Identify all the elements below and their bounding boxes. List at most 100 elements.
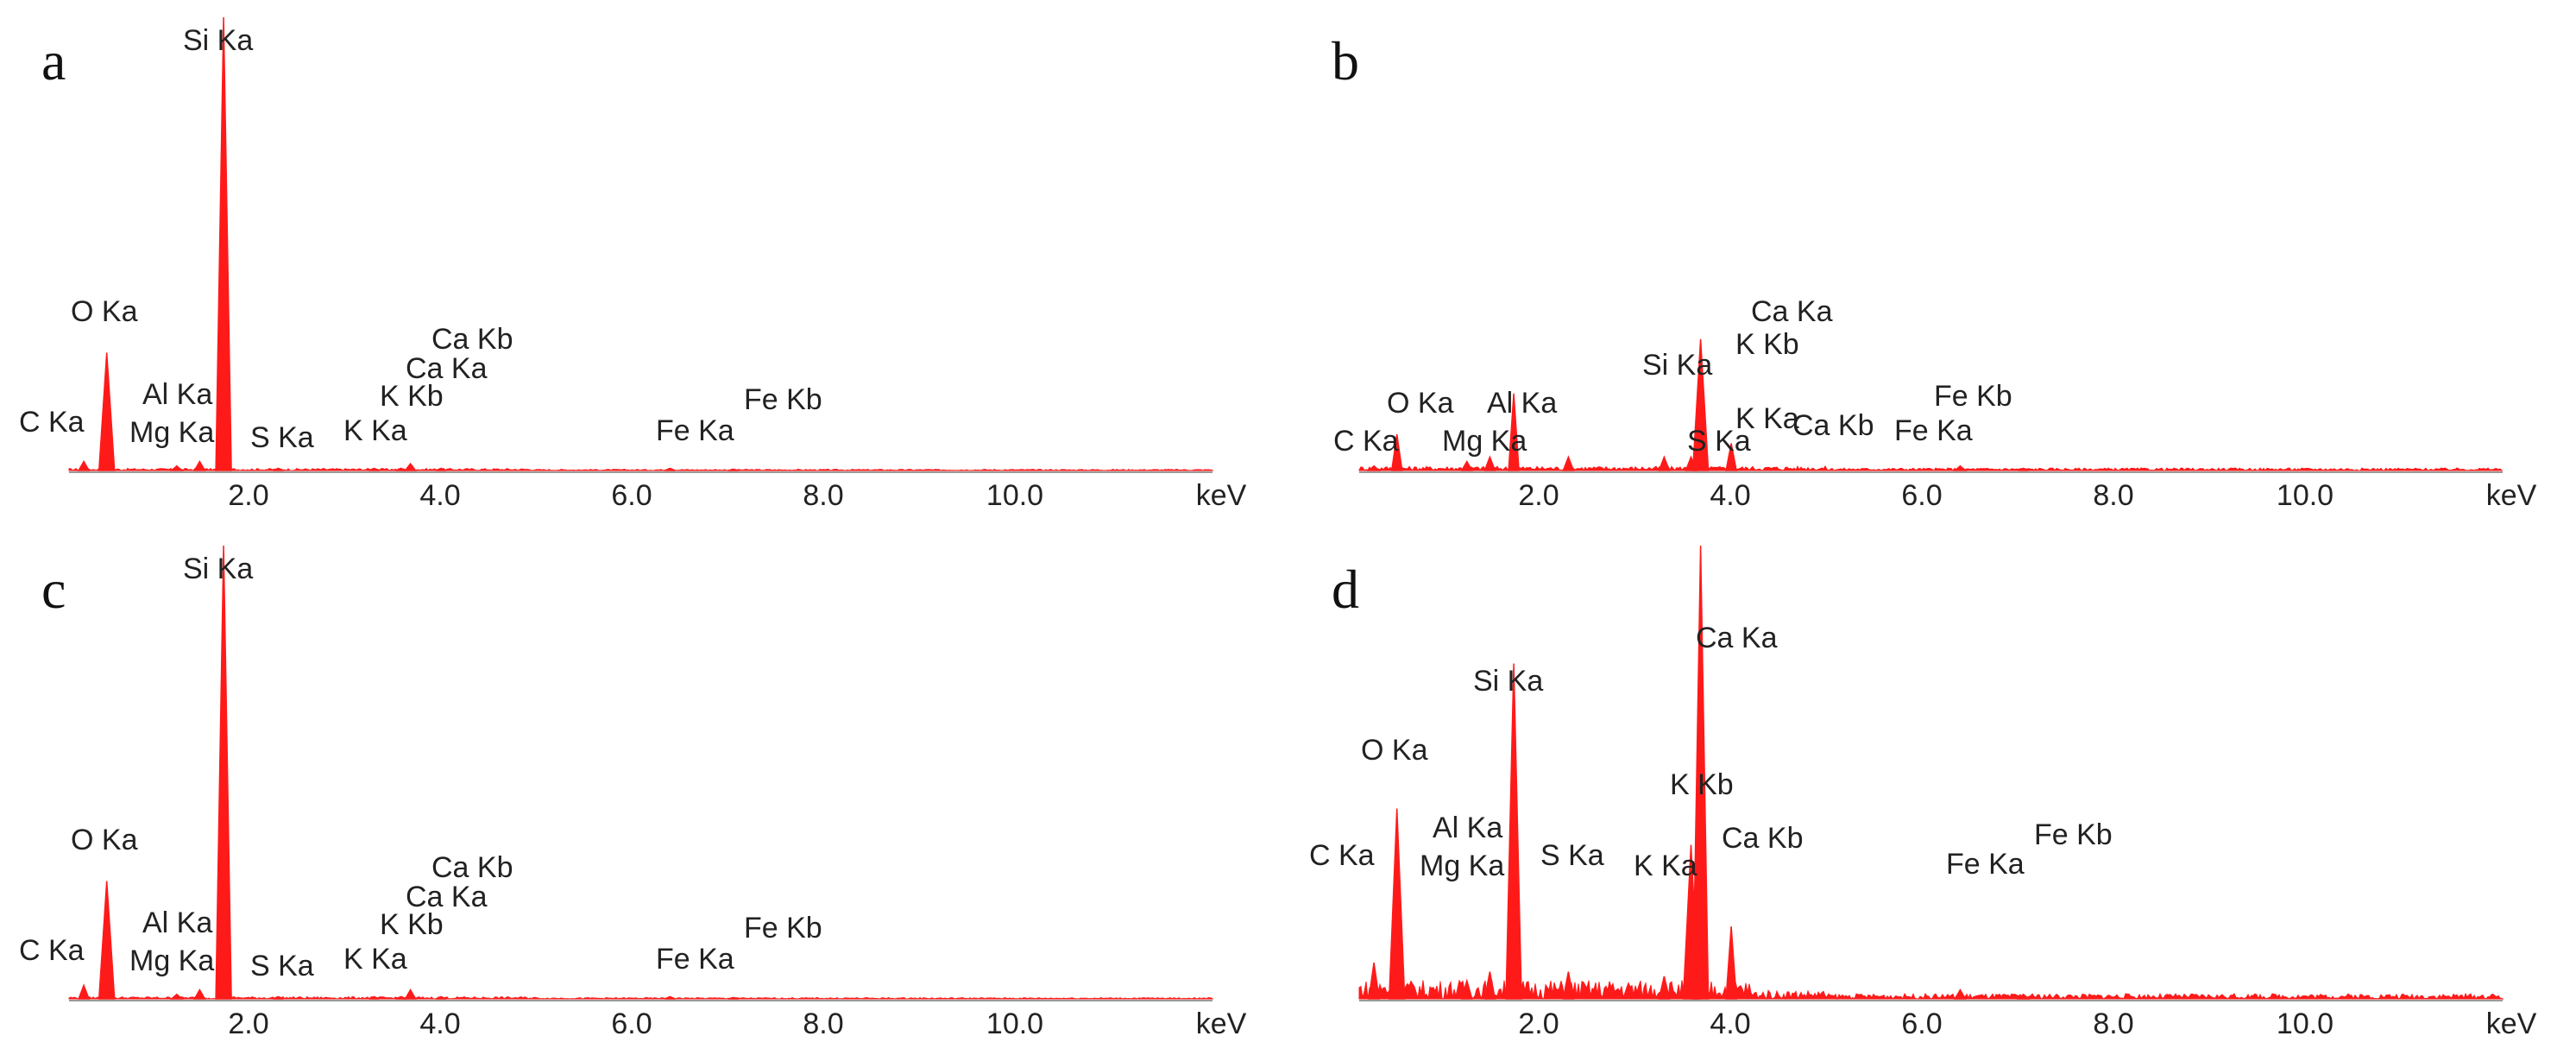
peak-mg-ka: [1460, 978, 1473, 1000]
peak-label: Al Ka: [1433, 812, 1502, 844]
peak-mg-ka: [1460, 459, 1474, 471]
peak-label: Ca Ka: [1751, 295, 1833, 328]
peak-ca-kb: [1725, 443, 1738, 471]
x-tick-label: 2.0: [228, 479, 268, 512]
peak-k-kb: [395, 467, 406, 471]
peak-fe-ka: [1953, 464, 1968, 471]
peak-label: Ca Ka: [1696, 622, 1778, 654]
peak-al-ka: [1483, 971, 1496, 1000]
peak-label: Ca Kb: [1722, 822, 1804, 855]
peak-s-ka: [273, 467, 284, 471]
peak-label: C Ka: [19, 934, 85, 967]
spectrum-baseline: [68, 995, 1214, 1000]
spectrum-chart-b: 2.0 4.0 6.0 8.0 10.0 keV C Ka O Ka Mg Ka Al Ka Si …: [1332, 30, 2537, 512]
x-tick-label: 6.0: [1901, 479, 1942, 512]
peak-s-ka: [1562, 455, 1575, 471]
peak-label: Mg Ka: [129, 416, 214, 449]
peak-ca-kb: [1725, 925, 1737, 1000]
x-tick-label: 4.0: [419, 479, 460, 512]
peak-o-ka: [1388, 808, 1406, 1000]
peak-s-ka: [273, 995, 284, 1000]
peak-fe-ka: [1954, 988, 1967, 1000]
peak-si-ka: [215, 545, 232, 1000]
x-tick-label: 8.0: [2093, 1008, 2133, 1040]
peak-label: C Ka: [1309, 839, 1375, 872]
peak-label: K Kb: [380, 380, 444, 413]
peak-c-ka: [1367, 464, 1382, 471]
peak-k-ka: [1658, 455, 1671, 471]
peak-fe-ka: [664, 467, 676, 471]
spectrum-panel-a: 2.0 4.0 6.0 8.0 10.0 keV C Ka O Ka Mg Ka Al Ka Si …: [0, 0, 1286, 518]
x-tick-label: 2.0: [1518, 479, 1559, 512]
peak-label: K Ka: [1735, 402, 1799, 435]
peak-label: Fe Kb: [744, 383, 822, 416]
peak-fe-ka: [664, 995, 676, 1000]
panel-letter: a: [41, 30, 66, 92]
x-tick-label: 4.0: [1710, 1008, 1750, 1040]
x-tick-label: 4.0: [419, 1008, 460, 1040]
peak-label: Al Ka: [142, 907, 212, 939]
peak-mg-ka: [169, 464, 184, 471]
peak-label: Ca Kb: [1792, 409, 1874, 442]
peak-al-ka: [193, 459, 206, 471]
x-tick-label: 6.0: [611, 1008, 652, 1040]
peak-k-ka: [1658, 976, 1671, 1000]
peak-label: O Ka: [1361, 734, 1428, 767]
peak-k-ka: [368, 467, 380, 471]
peak-c-ka: [78, 983, 91, 1000]
peak-si-ka: [1505, 663, 1522, 1000]
x-tick-label: 8.0: [803, 479, 843, 512]
x-tick-label: 10.0: [986, 1008, 1043, 1040]
peak-label: O Ka: [71, 295, 138, 328]
peak-label: Ca Kb: [431, 323, 513, 356]
peak-o-ka: [98, 352, 116, 471]
x-tick-label: 4.0: [1710, 479, 1750, 512]
peak-label: Fe Kb: [744, 912, 822, 944]
panel-letter: b: [1332, 30, 1359, 92]
peak-c-ka: [1368, 962, 1380, 1000]
peak-label: Fe Ka: [1946, 848, 2025, 881]
peak-c-ka: [77, 459, 91, 471]
peak-fe-kb: [2016, 993, 2031, 1000]
x-tick-label: 6.0: [611, 479, 652, 512]
peak-ca-ka: [1691, 545, 1710, 1000]
peak-label: Al Ka: [142, 378, 212, 411]
spectrum-chart-a: 2.0 4.0 6.0 8.0 10.0 keV C Ka O Ka Mg Ka Al Ka Si …: [19, 16, 1247, 512]
peak-al-ka: [193, 988, 206, 1000]
peak-ca-ka: [404, 462, 418, 471]
spectrum-baseline: [1358, 978, 2504, 1001]
peak-label: K Ka: [1634, 850, 1697, 882]
spectrum-panel-d: 2.0 4.0 6.0 8.0 10.0 keV C Ka O Ka Mg Ka Al Ka Si …: [1290, 528, 2576, 1046]
peak-label: Si Ka: [183, 24, 253, 57]
peak-k-kb: [395, 995, 406, 1000]
x-axis-unit-label: keV: [1196, 479, 1247, 512]
peak-label: S Ka: [1687, 425, 1751, 458]
peak-label: O Ka: [71, 824, 138, 856]
peak-label: Ca Ka: [406, 352, 488, 385]
x-tick-label: 10.0: [986, 479, 1043, 512]
peak-k-ka: [368, 995, 380, 1000]
peak-label: Fe Kb: [1934, 380, 2012, 413]
spectrum-panel-c: 2.0 4.0 6.0 8.0 10.0 keV C Ka O Ka Mg Ka Al Ka Si …: [0, 528, 1286, 1046]
peak-ca-kb: [435, 995, 447, 1000]
peak-label: K Ka: [343, 943, 407, 976]
x-axis-unit-label: keV: [2486, 479, 2537, 512]
peak-label: Al Ka: [1487, 387, 1557, 420]
spectrum-baseline: [1358, 464, 2504, 471]
peak-o-ka: [98, 881, 116, 1000]
peak-label: K Kb: [1670, 768, 1734, 801]
spectrum-chart-d: 2.0 4.0 6.0 8.0 10.0 keV C Ka O Ka Mg Ka Al Ka Si …: [1309, 545, 2537, 1040]
peak-al-ka: [1483, 455, 1496, 471]
peak-label: S Ka: [250, 421, 314, 454]
peak-o-ka: [1390, 433, 1403, 471]
x-axis-unit-label: keV: [1196, 1008, 1247, 1040]
peak-label: Mg Ka: [1420, 850, 1504, 882]
panel-letter: c: [41, 559, 66, 620]
peak-mg-ka: [169, 993, 184, 1000]
panel-letter: d: [1332, 559, 1359, 620]
peak-label: Fe Ka: [1894, 414, 1973, 447]
peak-label: Mg Ka: [129, 944, 214, 977]
x-tick-label: 10.0: [2277, 1008, 2334, 1040]
peak-label: S Ka: [1540, 839, 1604, 872]
peak-label: K Kb: [1735, 328, 1799, 361]
